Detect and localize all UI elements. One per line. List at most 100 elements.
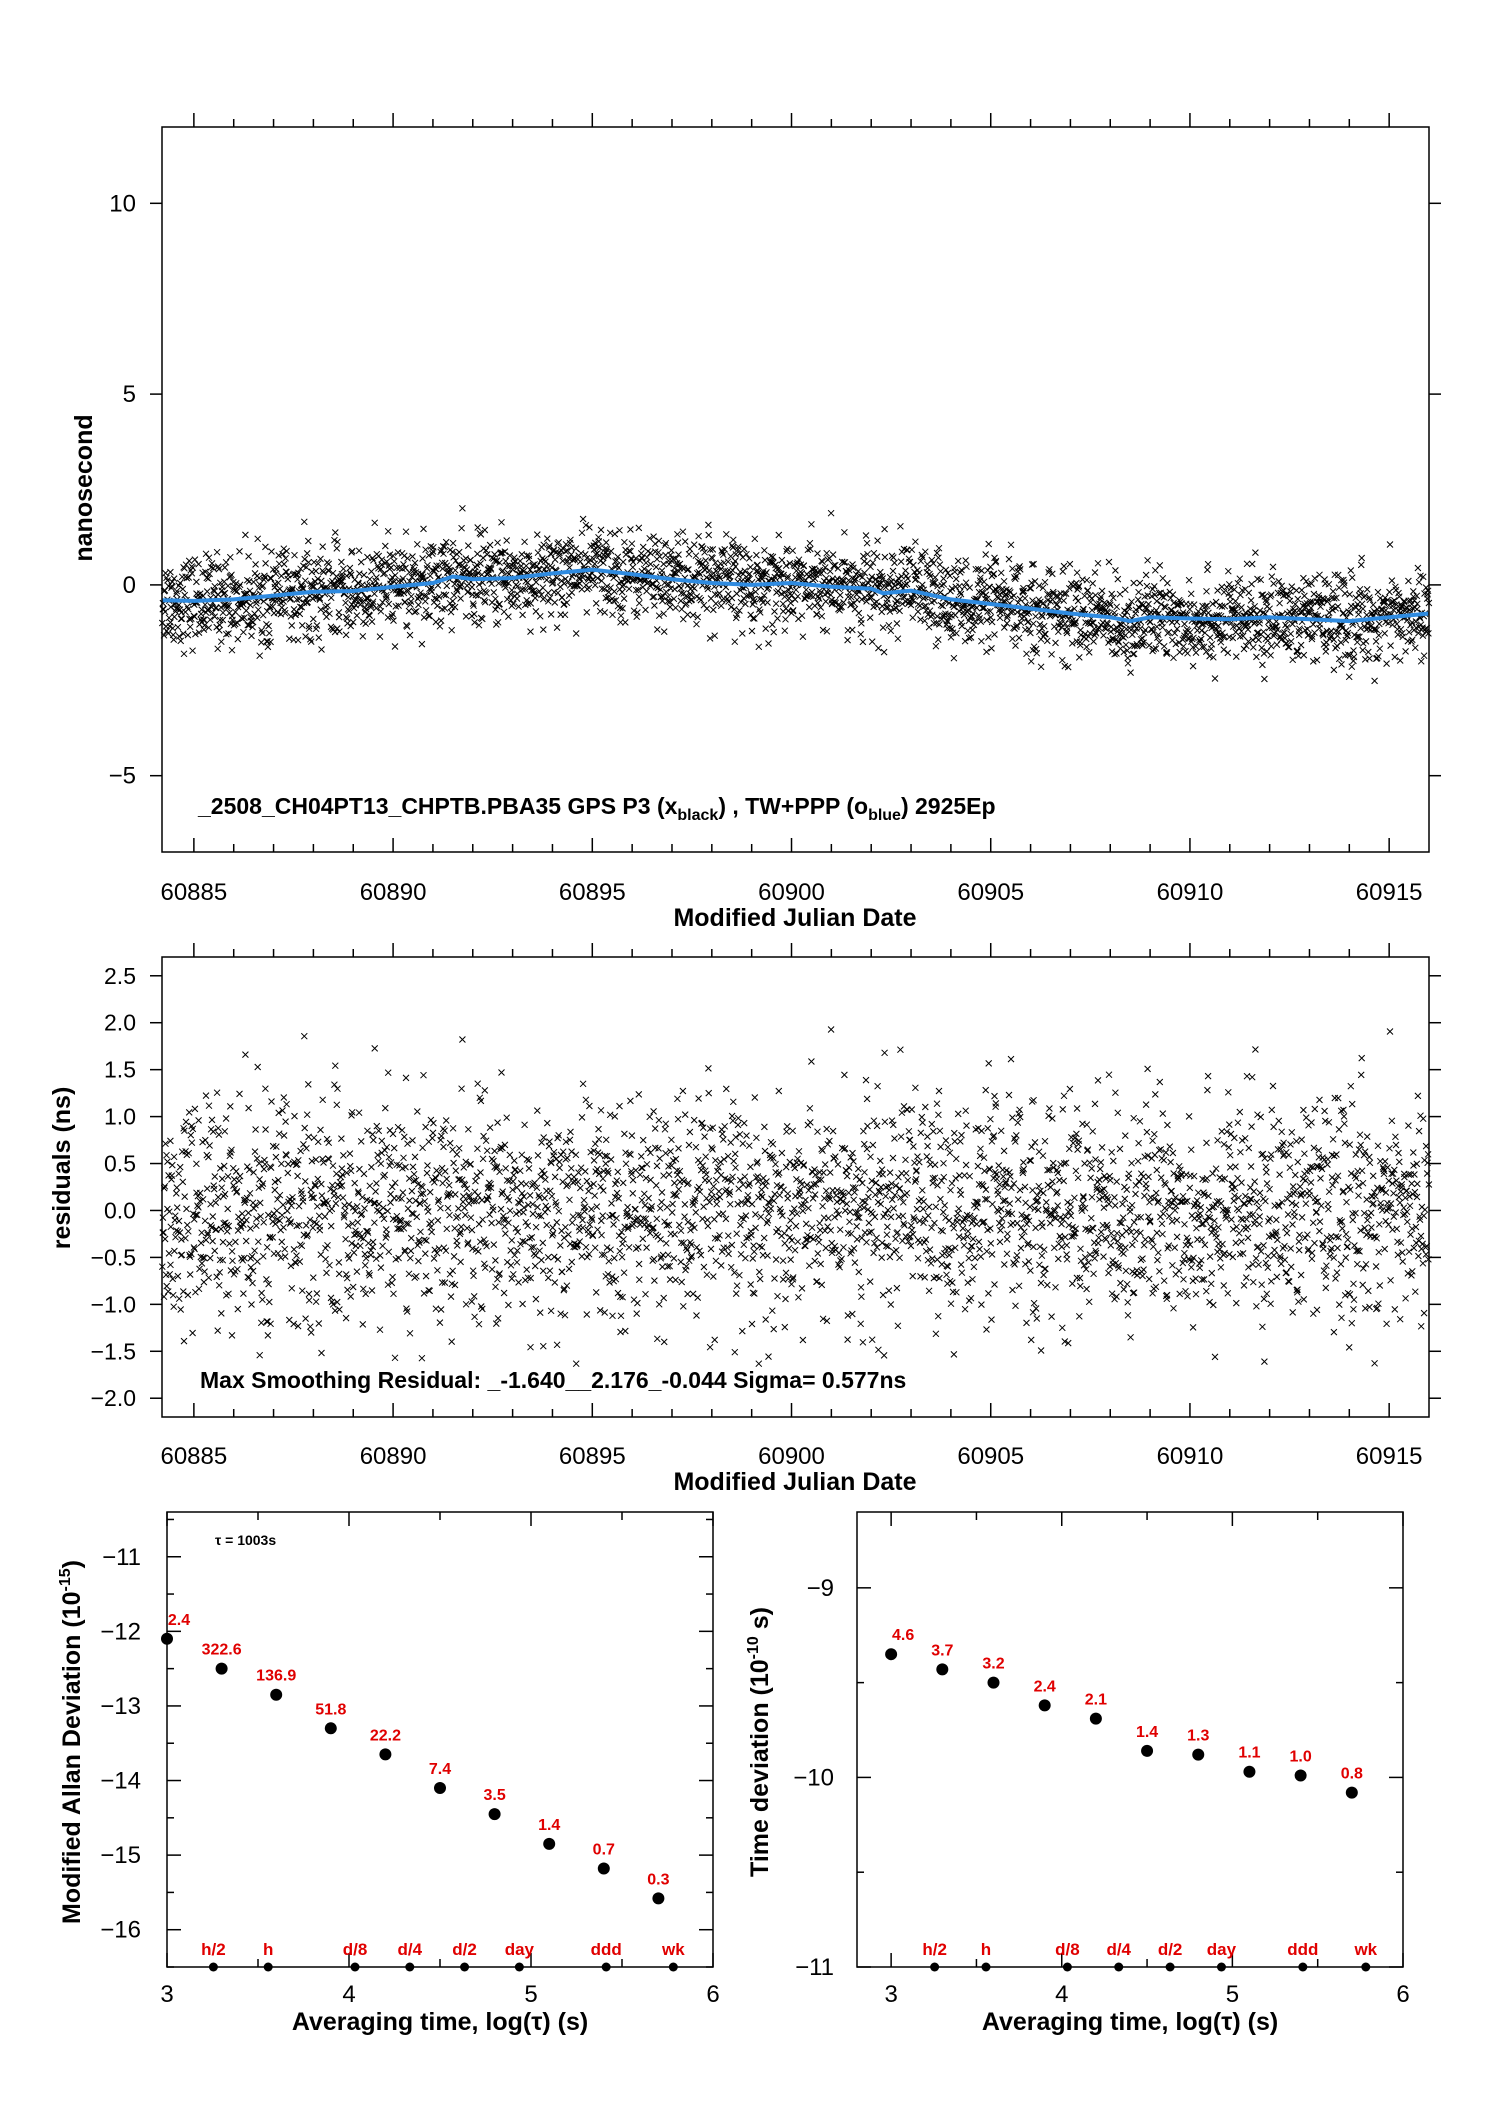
residual-point [290, 1246, 298, 1253]
offset-point [1003, 614, 1011, 621]
offset-point [363, 594, 370, 602]
residual-point [546, 1138, 553, 1145]
offset-point [1359, 646, 1367, 654]
offset-point [1320, 632, 1327, 639]
residual-point [216, 1256, 224, 1264]
offset-point [377, 607, 385, 615]
residual-point [818, 1281, 826, 1289]
offset-point [211, 582, 219, 590]
residual-point [438, 1132, 445, 1140]
offset-point [651, 602, 658, 609]
residual-point [256, 1176, 263, 1183]
residual-point [805, 1262, 813, 1270]
residual-point [757, 1213, 765, 1221]
offset-point [937, 589, 944, 596]
offset-point [974, 581, 982, 588]
residual-point [327, 1185, 334, 1193]
offset-point [716, 590, 723, 597]
offset-point [653, 626, 661, 633]
residual-point [914, 1254, 922, 1262]
residual-point [384, 1069, 392, 1077]
residual-point [532, 1295, 540, 1303]
offset-point [902, 567, 909, 574]
offset-point [1315, 591, 1323, 599]
offset-point [521, 538, 528, 546]
residual-point [258, 1289, 265, 1297]
offset-point [562, 548, 570, 555]
offset-point [818, 612, 826, 620]
offset-point [469, 600, 477, 608]
residual-point [887, 1301, 895, 1308]
residual-point [402, 1074, 410, 1082]
residual-point [409, 1137, 416, 1144]
offset-point [497, 549, 505, 556]
residual-point [572, 1360, 580, 1368]
offset-point [740, 545, 748, 553]
offset-point [978, 567, 985, 574]
residual-point [881, 1049, 888, 1057]
offset-point [972, 565, 980, 573]
residual-point [591, 1244, 599, 1252]
residual-point [242, 1051, 249, 1058]
residual-point [572, 1151, 580, 1159]
offset-x-axis-label: Modified Julian Date [673, 904, 916, 932]
offset-point [912, 538, 919, 546]
offset-point [1200, 643, 1208, 651]
residual-point [651, 1125, 659, 1132]
residual-point [906, 1136, 914, 1144]
offset-point [474, 550, 481, 558]
residual-point [389, 1273, 396, 1281]
offset-point [1372, 609, 1379, 617]
offset-point [1202, 602, 1209, 610]
residual-point [180, 1337, 188, 1345]
offset-point [395, 577, 402, 585]
residual-point [295, 1221, 303, 1229]
residual-point [694, 1294, 702, 1301]
offset-point [333, 625, 341, 632]
residual-point [267, 1164, 275, 1171]
residual-point [703, 1271, 711, 1279]
offset-point [1130, 579, 1138, 587]
residual-point [274, 1249, 282, 1257]
residual-point [752, 1211, 759, 1218]
offset-point [395, 602, 402, 609]
residual-point [502, 1164, 510, 1172]
residual-point [756, 1275, 764, 1283]
offset-point [595, 538, 603, 545]
residual-point [586, 1102, 593, 1110]
offset-point [605, 588, 613, 596]
residual-point [481, 1087, 489, 1094]
offset-point [1390, 606, 1397, 614]
residual-point [211, 1173, 219, 1180]
offset-point [909, 614, 917, 622]
offset-point [450, 591, 458, 599]
offset-point [563, 599, 571, 607]
offset-point [910, 561, 917, 569]
offset-point [684, 611, 691, 618]
offset-point [165, 614, 173, 622]
offset-point [224, 582, 232, 590]
residual-point [581, 1168, 589, 1175]
residual-point [917, 1129, 925, 1137]
residual-point [215, 1131, 223, 1138]
residual-point [551, 1279, 559, 1286]
residual-point [618, 1228, 625, 1236]
residual-point [886, 1253, 894, 1261]
offset-point [1046, 566, 1053, 573]
residual-point [218, 1184, 226, 1192]
residual-point [281, 1253, 289, 1260]
offset-point [674, 530, 681, 538]
offset-point [360, 571, 368, 579]
residual-point [635, 1091, 643, 1098]
residual-point [827, 1226, 835, 1234]
offset-point [782, 615, 789, 623]
offset-point [1238, 627, 1245, 635]
offset-point [706, 546, 714, 553]
offset-point [647, 549, 654, 557]
residual-point [592, 1289, 600, 1296]
offset-point [761, 556, 769, 564]
offset-point [775, 564, 783, 572]
residual-point [858, 1179, 866, 1187]
residual-point [190, 1216, 198, 1223]
offset-point [1140, 639, 1147, 646]
